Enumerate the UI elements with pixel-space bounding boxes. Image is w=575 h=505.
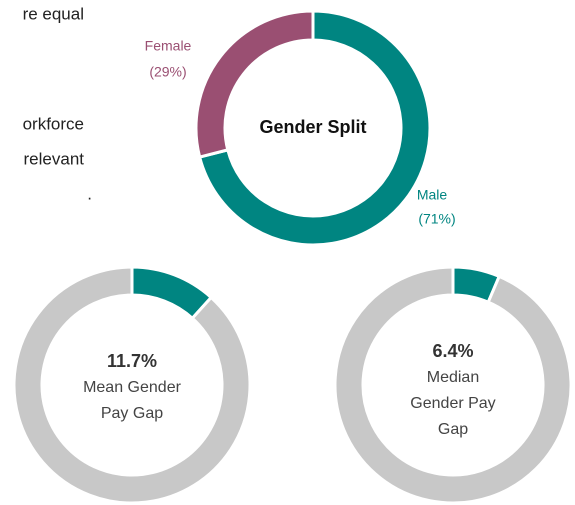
chart-title: Gender Pay — [410, 395, 495, 412]
chart-title: Median — [427, 369, 479, 386]
body-text: relevant — [24, 149, 85, 168]
chart-title: Pay Gap — [101, 405, 163, 422]
donut-segment — [333, 265, 573, 505]
category-label: Male — [417, 187, 448, 203]
chart-title: Mean Gender — [83, 379, 182, 396]
chart-title: Gap — [438, 421, 468, 438]
value-label: (71%) — [418, 211, 455, 227]
chart-title: Gender Split — [259, 117, 366, 137]
category-label: Female — [145, 38, 192, 54]
body-text: . — [87, 184, 92, 203]
value-label: (29%) — [149, 64, 186, 80]
donut-segment — [194, 9, 315, 159]
donut-segment — [197, 9, 432, 247]
value-label: 6.4% — [432, 341, 473, 361]
body-text: orkforce — [23, 114, 84, 133]
donut-segment — [12, 265, 252, 505]
value-label: 11.7% — [107, 351, 157, 371]
body-text: re equal — [23, 4, 84, 23]
